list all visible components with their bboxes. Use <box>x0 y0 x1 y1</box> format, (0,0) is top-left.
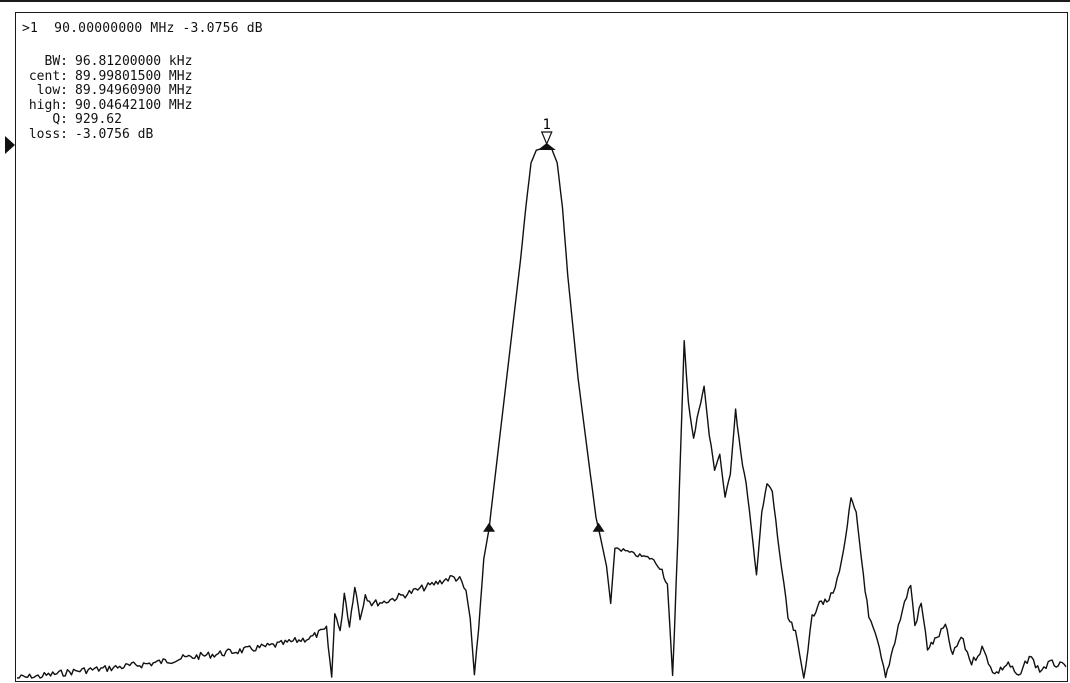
marker-readout: >1 90.00000000 MHz -3.0756 dB <box>22 21 263 36</box>
stat-row-loss: loss: -3.0756 dB <box>22 126 192 143</box>
stat-label: cent: <box>28 68 68 84</box>
marker-1-label: 1 <box>542 117 550 133</box>
bandwidth-stats: BW: 96.81200000 kHz cent: 89.99801500 MHz … <box>22 54 193 143</box>
stat-row-cent: cent: 89.99801500 MHz <box>22 68 193 85</box>
stat-value: 929.62 <box>75 112 122 128</box>
stat-row-low: low: 89.94960900 MHz <box>22 83 193 99</box>
stat-label: Q: <box>52 112 68 128</box>
top-border <box>0 0 1070 2</box>
trace-line <box>16 147 1067 679</box>
stat-row-q: Q: 929.62 <box>22 113 192 128</box>
stat-value: 89.94960900 MHz <box>75 83 193 99</box>
stat-row-bw: BW: 96.81200000 kHz <box>22 54 193 70</box>
stat-label: low: <box>36 83 68 99</box>
marker-base-icon <box>537 143 556 150</box>
stat-value: -3.0756 dB <box>75 126 154 142</box>
stat-label: high: <box>28 97 68 113</box>
marker-1: 1 <box>537 117 556 150</box>
bandwidth-high-marker-icon <box>592 522 605 532</box>
bandwidth-low-marker-icon <box>483 522 496 532</box>
stat-value: 89.99801500 MHz <box>75 68 193 84</box>
stat-label: BW: <box>44 54 68 69</box>
stat-row-high: high: 90.04642100 MHz <box>22 97 193 114</box>
stat-value: 90.04642100 MHz <box>75 97 193 113</box>
stat-value: 96.81200000 kHz <box>75 54 193 69</box>
reference-level-arrow-icon <box>5 136 15 154</box>
plot-frame <box>15 12 1068 682</box>
stat-label: loss: <box>28 126 68 142</box>
